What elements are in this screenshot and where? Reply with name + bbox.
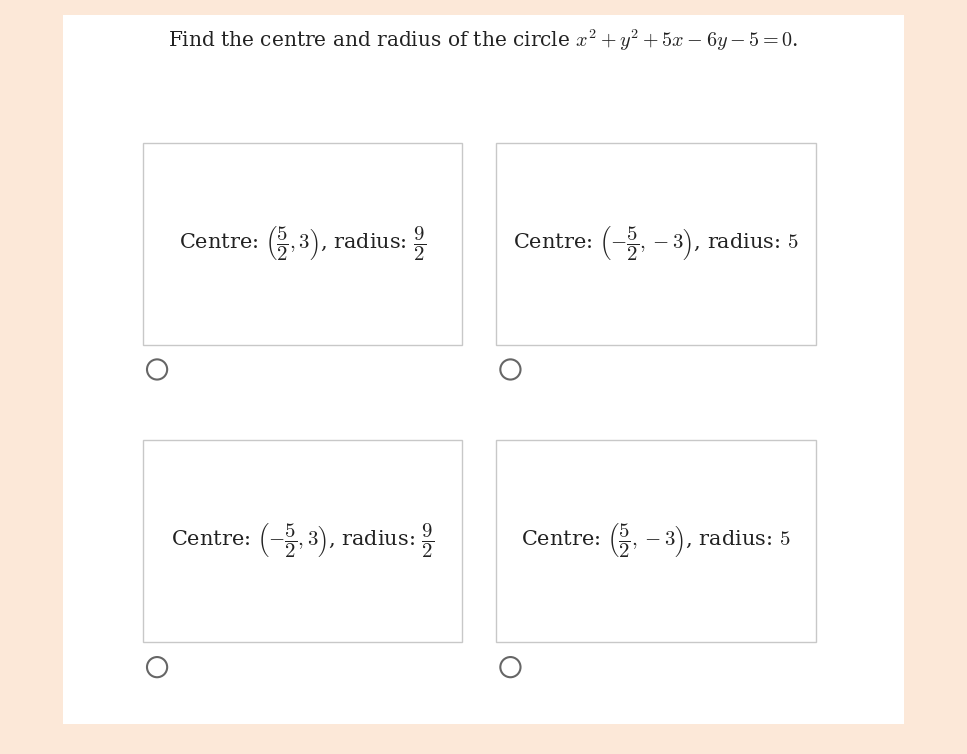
Text: Find the centre and radius of the circle $x^2+y^2+5x-6y-5=0$.: Find the centre and radius of the circle… (168, 27, 799, 53)
Text: Centre: $\left(-\dfrac{5}{2},3\right)$, radius: $\dfrac{9}{2}$: Centre: $\left(-\dfrac{5}{2},3\right)$, … (171, 522, 434, 560)
FancyBboxPatch shape (496, 143, 816, 345)
Text: Centre: $\left(-\dfrac{5}{2},-3\right)$, radius: $5$: Centre: $\left(-\dfrac{5}{2},-3\right)$,… (513, 224, 799, 262)
Text: Centre: $\left(\dfrac{5}{2},-3\right)$, radius: $5$: Centre: $\left(\dfrac{5}{2},-3\right)$, … (521, 522, 791, 560)
FancyBboxPatch shape (143, 143, 462, 345)
FancyBboxPatch shape (496, 440, 816, 642)
Ellipse shape (500, 360, 520, 379)
Ellipse shape (147, 360, 167, 379)
Ellipse shape (147, 657, 167, 677)
FancyBboxPatch shape (143, 440, 462, 642)
Text: Centre: $\left(\dfrac{5}{2},3\right)$, radius: $\dfrac{9}{2}$: Centre: $\left(\dfrac{5}{2},3\right)$, r… (179, 224, 426, 262)
Ellipse shape (500, 657, 520, 677)
FancyBboxPatch shape (63, 15, 904, 724)
